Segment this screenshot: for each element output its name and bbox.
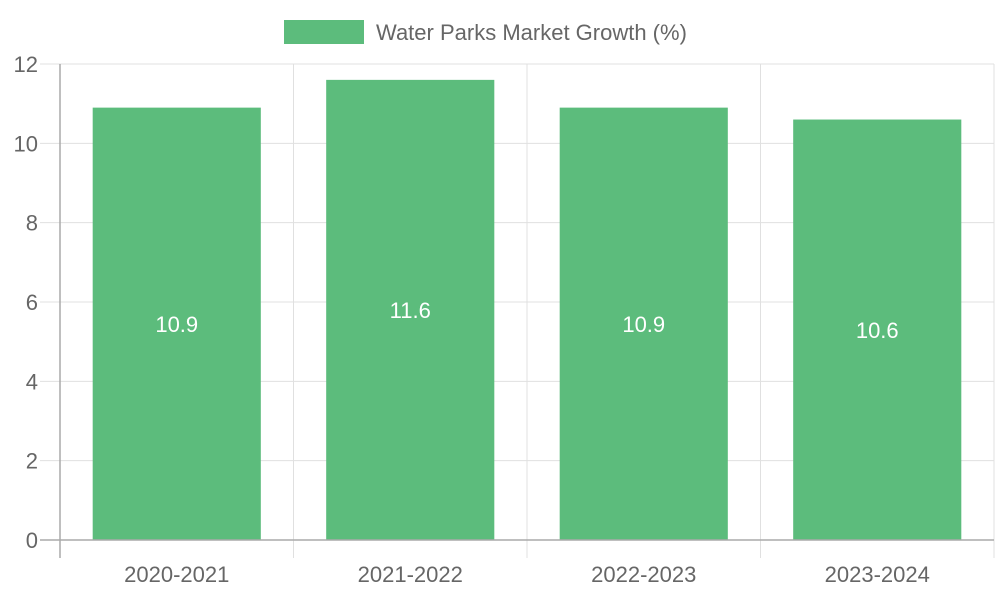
legend[interactable]: Water Parks Market Growth (%)	[284, 20, 687, 45]
x-tick-label: 2022-2023	[591, 562, 696, 587]
y-tick-label: 8	[26, 211, 38, 236]
y-tick-label: 12	[14, 52, 38, 77]
bar	[559, 107, 728, 540]
data-label: 10.9	[622, 312, 665, 337]
x-tick-label: 2020-2021	[124, 562, 229, 587]
y-tick-label: 6	[26, 290, 38, 315]
data-label: 10.6	[856, 318, 899, 343]
x-tick-label: 2021-2022	[358, 562, 463, 587]
data-label: 10.9	[155, 312, 198, 337]
legend-label: Water Parks Market Growth (%)	[376, 20, 687, 45]
y-tick-label: 4	[26, 369, 38, 394]
data-label: 11.6	[390, 298, 431, 323]
axes: 0 2 4 6 8 10 12 2020-2021 2021-2022 2022-2023 2023…	[14, 52, 994, 587]
y-tick-label: 2	[26, 449, 38, 474]
bar	[92, 107, 261, 540]
legend-swatch	[284, 20, 364, 44]
x-tick-label: 2023-2024	[825, 562, 930, 587]
bars: 10.9 11.6 10.9 10.6	[92, 79, 962, 541]
bar	[326, 79, 495, 540]
bar	[793, 119, 962, 541]
y-tick-label: 0	[26, 528, 38, 553]
y-tick-label: 10	[14, 131, 38, 156]
